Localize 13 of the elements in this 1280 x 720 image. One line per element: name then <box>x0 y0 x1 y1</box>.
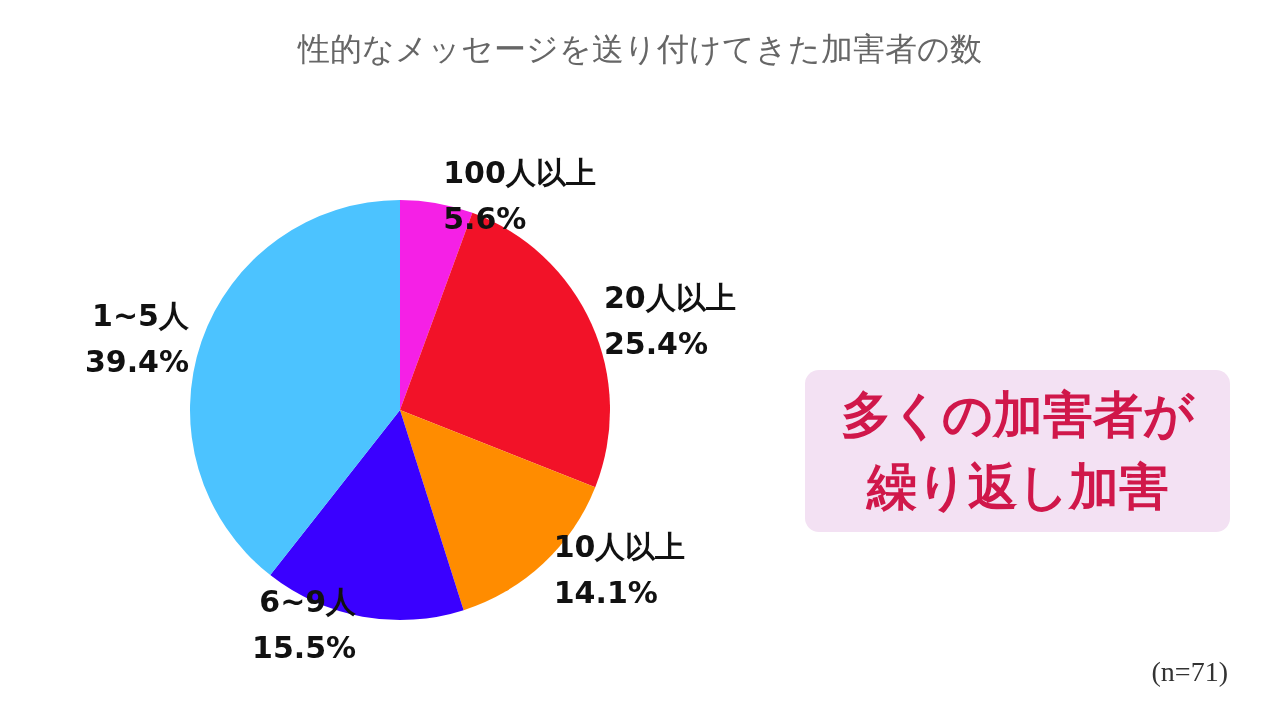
slice-label: 6~9人 <box>259 584 358 620</box>
text: (n=71) <box>1151 656 1228 688</box>
text: 多くの加害者が繰り返し加害 <box>805 370 1230 532</box>
data-label: 39.4% <box>84 344 189 380</box>
data-label: 14.1% <box>553 574 658 610</box>
data-label: 15.5% <box>252 630 357 666</box>
data-label: 5.6% <box>443 200 527 236</box>
slice-label: 1~5人 <box>92 298 190 334</box>
data-label: 25.4% <box>603 326 709 362</box>
slice-label: 20人以上 <box>603 280 736 316</box>
slice-label: 100人以上 <box>443 154 596 190</box>
slice-label: 10人以上 <box>553 528 686 564</box>
chart-title: 性的なメッセージを送り付けてきた加害者の数 <box>297 30 982 68</box>
